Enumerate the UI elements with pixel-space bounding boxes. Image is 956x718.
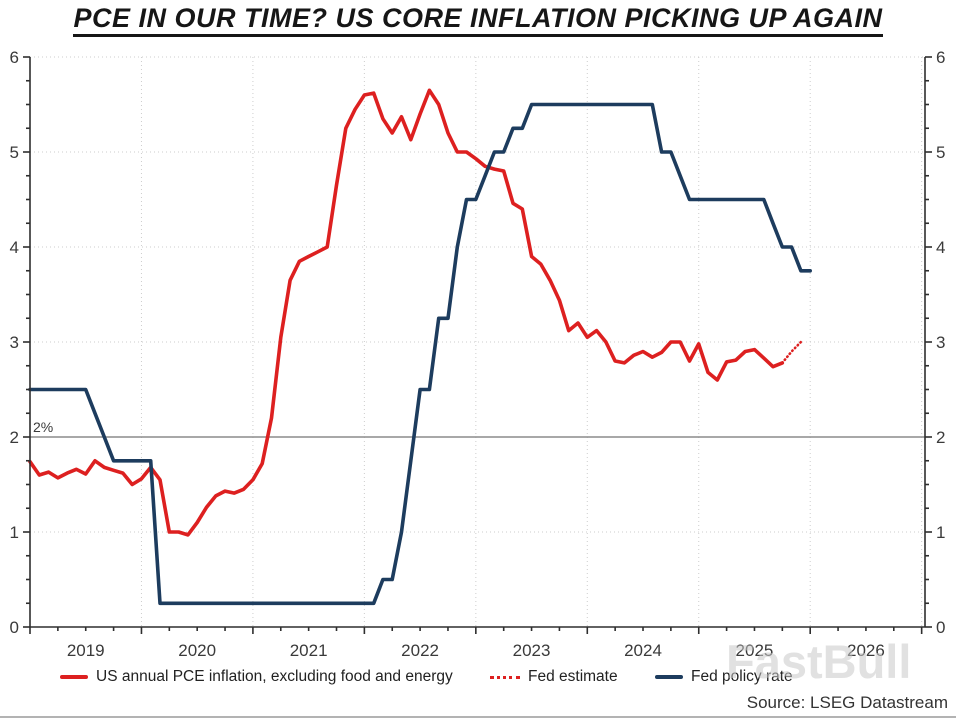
svg-text:2021: 2021 <box>290 641 328 660</box>
page-title: PCE IN OUR TIME? US CORE INFLATION PICKI… <box>0 3 956 37</box>
bottom-border <box>0 716 956 718</box>
svg-text:2019: 2019 <box>67 641 105 660</box>
svg-text:0: 0 <box>936 618 945 637</box>
svg-text:3: 3 <box>10 333 19 352</box>
svg-text:3: 3 <box>936 333 945 352</box>
watermark: FastBull <box>726 635 912 688</box>
svg-text:2023: 2023 <box>513 641 551 660</box>
chart-title-text: PCE IN OUR TIME? US CORE INFLATION PICKI… <box>73 3 883 37</box>
source-credit: Source: LSEG Datastream <box>746 693 948 712</box>
svg-text:1: 1 <box>936 523 945 542</box>
svg-text:2024: 2024 <box>624 641 662 660</box>
svg-text:0: 0 <box>10 618 19 637</box>
svg-text:6: 6 <box>10 48 19 67</box>
svg-text:4: 4 <box>10 238 19 257</box>
svg-text:2%: 2% <box>33 419 53 435</box>
svg-text:2022: 2022 <box>401 641 439 660</box>
svg-text:1: 1 <box>10 523 19 542</box>
svg-text:6: 6 <box>936 48 945 67</box>
svg-text:2025: 2025 <box>736 641 774 660</box>
svg-text:2: 2 <box>936 428 945 447</box>
svg-text:2020: 2020 <box>178 641 216 660</box>
svg-text:5: 5 <box>10 143 19 162</box>
svg-text:2026: 2026 <box>847 641 885 660</box>
svg-text:5: 5 <box>936 143 945 162</box>
svg-text:4: 4 <box>936 238 945 257</box>
svg-text:2: 2 <box>10 428 19 447</box>
